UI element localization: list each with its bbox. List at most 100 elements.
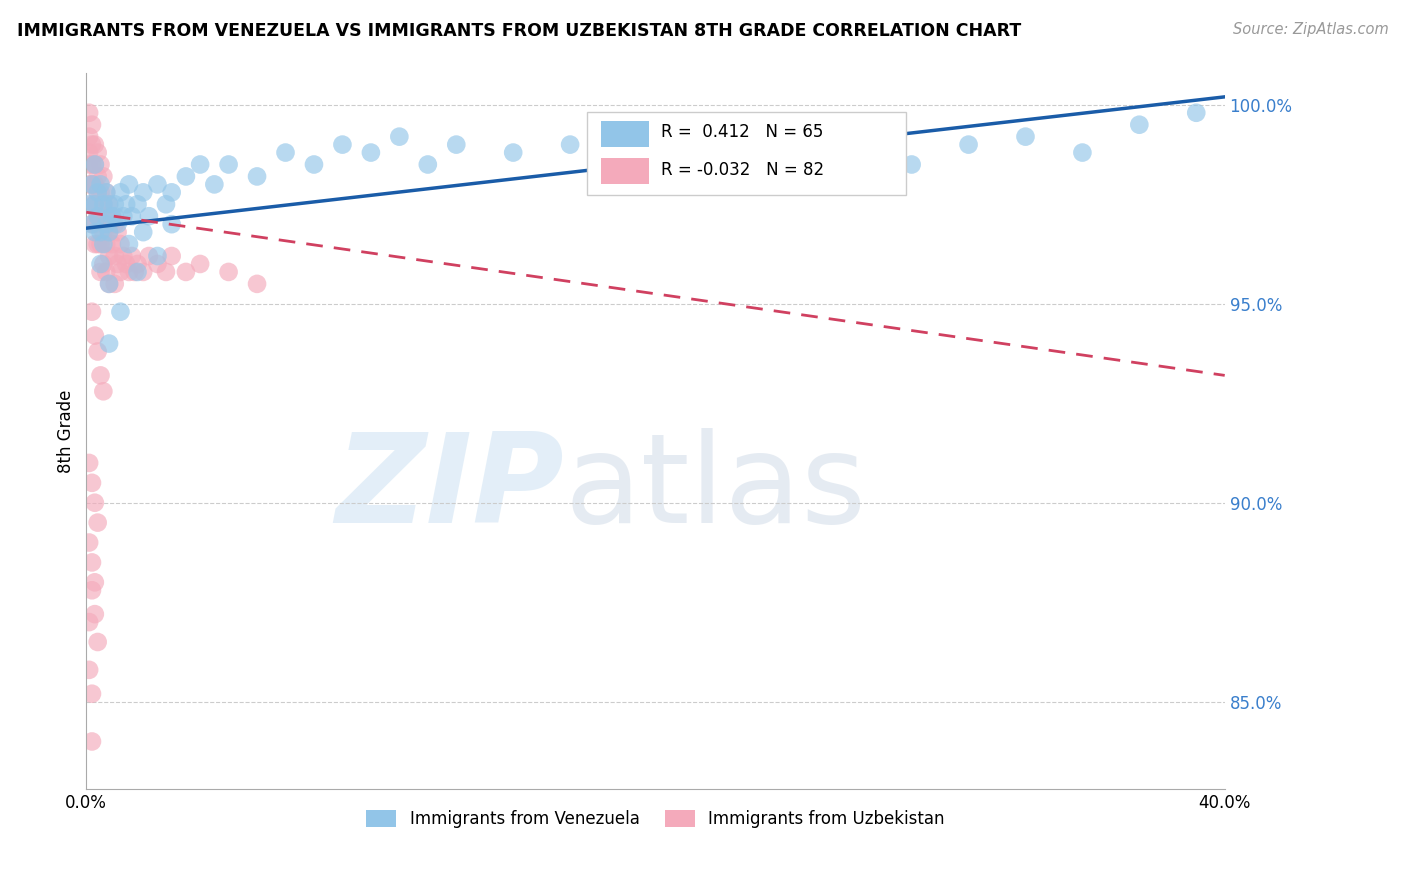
Point [101,209,124,223]
Point [83,197,105,211]
Point [80,687,103,701]
Point [107,257,129,271]
Point [138,249,160,263]
Point [332,137,354,152]
Point [104,277,127,291]
Text: atlas: atlas [564,428,866,549]
Point [86,145,108,160]
Point [80,157,103,171]
Point [104,209,127,223]
Point [83,237,105,252]
Point [86,344,108,359]
Point [155,197,177,211]
Point [446,137,468,152]
Point [77,615,100,629]
Point [246,277,269,291]
Point [86,169,108,184]
Point [616,129,638,144]
Point [83,157,105,171]
Point [127,257,149,271]
Point [93,237,115,252]
Point [127,265,149,279]
Point [118,265,141,279]
Point [146,249,169,263]
Point [188,257,211,271]
Point [80,197,103,211]
Point [89,178,111,192]
Point [80,734,103,748]
Point [957,137,980,152]
Point [93,384,115,399]
Point [416,157,439,171]
Point [96,186,118,200]
Point [121,209,143,223]
Point [104,249,127,263]
Point [86,186,108,200]
Point [86,186,108,200]
Point [1185,105,1208,120]
Point [160,217,183,231]
Point [110,237,132,252]
Point [218,265,240,279]
Point [77,145,100,160]
Point [786,129,808,144]
Point [77,535,100,549]
Text: IMMIGRANTS FROM VENEZUELA VS IMMIGRANTS FROM UZBEKISTAN 8TH GRADE CORRELATION CH: IMMIGRANTS FROM VENEZUELA VS IMMIGRANTS … [17,22,1021,40]
Point [202,178,225,192]
Point [89,157,111,171]
Point [98,225,121,239]
FancyBboxPatch shape [588,112,905,194]
Point [98,225,121,239]
Point [80,556,103,570]
Point [93,257,115,271]
Point [174,169,197,184]
Point [101,209,124,223]
Point [80,118,103,132]
Point [96,265,118,279]
Point [96,209,118,223]
Point [77,663,100,677]
Point [101,237,124,252]
Point [83,496,105,510]
Point [124,265,146,279]
Point [80,217,103,231]
Point [86,209,108,223]
Point [80,178,103,192]
Point [86,635,108,649]
Point [900,157,922,171]
Point [80,178,103,192]
Point [98,277,121,291]
Point [89,368,111,383]
Point [83,607,105,621]
Point [83,225,105,239]
Point [98,197,121,211]
Point [1014,129,1036,144]
Point [132,186,155,200]
Point [89,209,111,223]
Point [107,225,129,239]
Point [160,249,183,263]
Point [93,225,115,239]
Point [118,237,141,252]
Point [127,197,149,211]
Point [110,304,132,318]
Point [80,217,103,231]
Point [89,237,111,252]
Point [83,178,105,192]
Point [83,217,105,231]
Point [83,197,105,211]
Point [98,197,121,211]
Point [1071,145,1094,160]
Point [89,257,111,271]
Point [1128,118,1150,132]
Point [672,145,695,160]
Point [138,209,160,223]
Point [160,186,183,200]
Point [98,277,121,291]
Point [98,249,121,263]
Point [77,157,100,171]
Point [77,105,100,120]
Point [118,178,141,192]
FancyBboxPatch shape [600,158,648,184]
Point [218,157,240,171]
